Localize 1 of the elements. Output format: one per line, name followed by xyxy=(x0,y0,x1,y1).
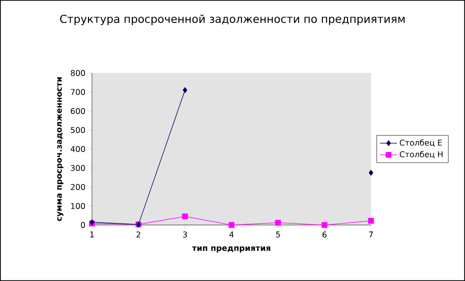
chart-title: Структура просроченной задолженности по предприятиям xyxy=(60,14,405,26)
